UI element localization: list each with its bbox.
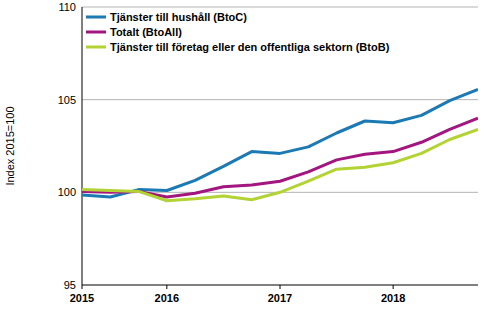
y-axis-label: Index 2015=100: [4, 106, 16, 185]
x-tick-label: 2015: [70, 292, 94, 304]
x-tick-label: 2017: [268, 292, 292, 304]
grid-line: [82, 99, 478, 100]
series-line: [82, 90, 478, 198]
x-tick: [82, 285, 83, 289]
series-line: [82, 118, 478, 197]
y-tick-label: 95: [64, 279, 76, 291]
y-axis-line: [82, 7, 83, 285]
y-tick-label: 110: [58, 1, 76, 13]
series-line: [82, 129, 478, 200]
y-tick-label: 100: [58, 186, 76, 198]
x-tick: [280, 285, 281, 289]
legend-label: Totalt (BtoAll): [110, 26, 182, 38]
legend-swatch: [86, 16, 106, 19]
x-tick-label: 2018: [381, 292, 405, 304]
y-tick-label: 105: [58, 94, 76, 106]
legend-swatch: [86, 31, 106, 34]
x-tick-label: 2016: [155, 292, 179, 304]
legend-swatch: [86, 46, 106, 49]
legend-label: Tjänster till företag eller den offentli…: [110, 41, 390, 53]
grid-line: [82, 7, 478, 8]
x-tick: [166, 285, 167, 289]
x-tick: [393, 285, 394, 289]
plot-area: [82, 90, 478, 201]
legend-label: Tjänster till hushåll (BtoC): [110, 11, 247, 23]
chart: 95 100 105 110 Index 2015=100 2015 2016 2017 201…: [0, 0, 500, 330]
